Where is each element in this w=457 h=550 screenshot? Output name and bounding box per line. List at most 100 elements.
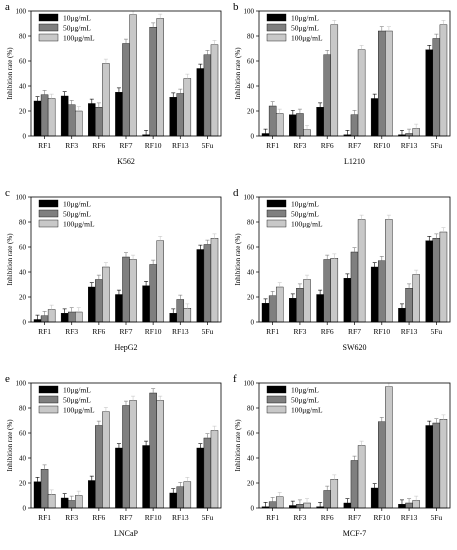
- y-tick-label: 40: [247, 83, 255, 91]
- legend-swatch-series-1: [266, 385, 287, 394]
- bar-RF3-series-2: [296, 113, 304, 137]
- x-tick-label: RF3: [65, 513, 78, 522]
- bar-RF3-series-1: [60, 95, 69, 137]
- legend-swatch-series-3: [266, 33, 287, 42]
- x-tick-label: RF3: [293, 141, 306, 150]
- x-tick-label: RF3: [293, 513, 306, 522]
- bar-RF10-series-1: [142, 445, 150, 509]
- bar-RF10-series-2: [378, 260, 386, 323]
- bar-RF6-series-2: [323, 54, 331, 137]
- bar-RF7-series-2: [350, 114, 359, 137]
- bar-RF1-series-2: [40, 315, 49, 323]
- bar-RF7-series-1: [115, 447, 123, 509]
- bar-RF13-series-1: [169, 492, 177, 509]
- legend-label-series-2: 50μg/mL: [63, 23, 91, 32]
- legend-swatch-series-1: [38, 385, 59, 394]
- y-tick-label: 40: [19, 455, 27, 463]
- bar-RF3-series-2: [296, 288, 304, 323]
- panel-d: 0 20 40 60 80 100 RF1 RF3 RF6 RF7 RF10 RF13 5Fu SW620…: [233, 187, 451, 352]
- y-tick-label: 20: [19, 480, 27, 488]
- y-tick-label: 100: [16, 8, 27, 16]
- y-tick-label: 40: [247, 269, 255, 277]
- legend-label-series-2: 50μg/mL: [291, 395, 319, 404]
- legend-label-series-1: 10μg/mL: [291, 385, 319, 394]
- bar-RF1-series-2: [40, 94, 49, 137]
- x-axis-title: SW620: [343, 343, 367, 352]
- bar-RF1-series-3: [47, 98, 56, 137]
- x-tick-label: RF1: [266, 513, 279, 522]
- x-tick-label: RF10: [145, 513, 162, 522]
- x-tick-label: RF6: [321, 141, 334, 150]
- bar-RF6-series-2: [95, 279, 103, 323]
- x-tick-label: RF3: [65, 141, 78, 150]
- bar-RF13-series-2: [176, 299, 185, 323]
- bar-RF7-series-3: [357, 445, 366, 509]
- y-tick-label: 60: [19, 244, 27, 252]
- y-tick-label: 60: [247, 58, 255, 66]
- bar-RF6-series-3: [330, 24, 339, 137]
- legend-label-series-3: 100μg/mL: [63, 33, 95, 42]
- bar-RF3-series-1: [289, 298, 297, 323]
- x-tick-label: RF7: [348, 141, 361, 150]
- x-tick-label: RF10: [145, 327, 162, 336]
- y-tick-label: 20: [247, 294, 255, 302]
- y-axis-title: Inhibition rate (%): [234, 233, 242, 286]
- x-tick-label: 5Fu: [431, 141, 443, 150]
- y-tick-label: 100: [16, 380, 27, 388]
- x-tick-label: RF7: [120, 327, 133, 336]
- x-tick-label: 5Fu: [431, 513, 443, 522]
- bar-5Fu-series-3: [210, 44, 219, 137]
- y-tick-label: 40: [19, 83, 27, 91]
- bar-5Fu-series-1: [425, 49, 434, 137]
- bar-RF13-series-3: [183, 78, 192, 137]
- x-tick-label: 5Fu: [202, 513, 214, 522]
- bar-RF7-series-3: [357, 219, 366, 323]
- bar-RF10-series-1: [370, 266, 379, 323]
- legend-label-series-3: 100μg/mL: [291, 405, 323, 414]
- bar-RF1-series-3: [47, 494, 56, 509]
- x-tick-label: RF13: [172, 141, 189, 150]
- bar-RF10-series-2: [149, 392, 157, 509]
- legend-swatch-series-2: [38, 23, 59, 32]
- y-tick-label: 60: [247, 430, 255, 438]
- bar-5Fu-series-2: [203, 244, 212, 323]
- bar-RF7-series-3: [357, 49, 366, 137]
- x-tick-label: RF7: [348, 513, 361, 522]
- x-tick-label: RF13: [401, 141, 418, 150]
- bar-RF10-series-1: [370, 98, 379, 137]
- bar-5Fu-series-3: [439, 24, 448, 137]
- bar-RF10-series-3: [156, 400, 164, 509]
- x-tick-label: RF6: [321, 327, 334, 336]
- legend-label-series-3: 100μg/mL: [291, 33, 323, 42]
- legend-label-series-3: 100μg/mL: [63, 219, 95, 228]
- legend-swatch-series-1: [38, 199, 59, 208]
- legend-swatch-series-1: [266, 199, 287, 208]
- x-tick-label: RF10: [373, 141, 390, 150]
- y-tick-label: 0: [23, 505, 27, 513]
- bar-RF6-series-3: [330, 258, 339, 323]
- y-axis-title: Inhibition rate (%): [234, 47, 242, 100]
- bar-5Fu-series-2: [432, 422, 441, 509]
- legend-label-series-2: 50μg/mL: [291, 23, 319, 32]
- bar-5Fu-series-3: [439, 231, 448, 323]
- bar-RF3-series-3: [303, 279, 311, 323]
- bar-RF10-series-2: [149, 27, 157, 137]
- bar-RF6-series-2: [323, 490, 331, 509]
- x-tick-label: 5Fu: [202, 327, 214, 336]
- legend-swatch-series-1: [266, 13, 287, 22]
- bar-RF13-series-3: [412, 500, 420, 509]
- panel-letter: e: [5, 373, 10, 385]
- y-tick-label: 80: [247, 33, 255, 41]
- panel-a: 0 20 40 60 80 100 RF1 RF3 RF6 RF7 RF10 RF13 5Fu K562 I…: [5, 1, 222, 166]
- y-axis-title: Inhibition rate (%): [6, 47, 14, 100]
- bar-RF3-series-3: [303, 502, 311, 509]
- y-tick-label: 80: [19, 219, 27, 227]
- y-axis-title: Inhibition rate (%): [6, 419, 14, 472]
- bar-RF6-series-1: [316, 107, 324, 137]
- bar-5Fu-series-2: [432, 38, 441, 137]
- y-tick-label: 80: [19, 405, 27, 413]
- y-tick-label: 0: [251, 133, 255, 141]
- bar-RF1-series-2: [268, 501, 277, 509]
- bar-RF13-series-3: [183, 481, 192, 509]
